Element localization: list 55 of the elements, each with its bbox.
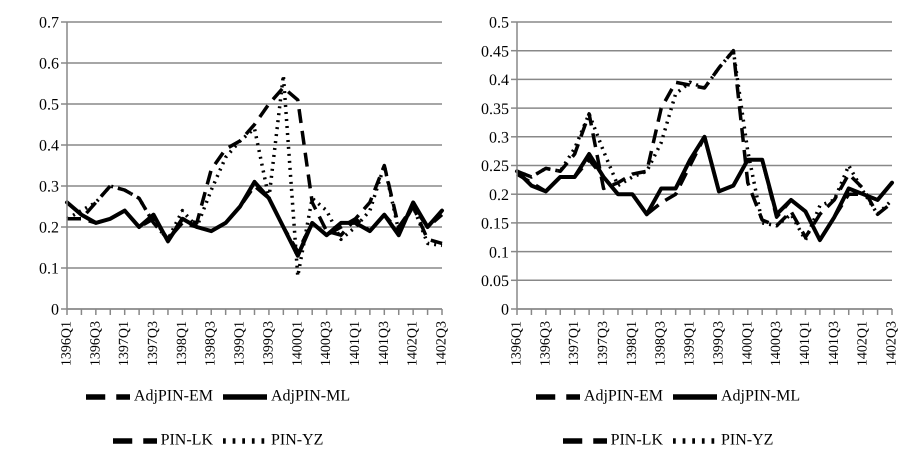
x-tick-label: 1397Q3 bbox=[146, 321, 162, 366]
y-tick-label: 0.3 bbox=[489, 129, 509, 146]
y-tick-label: 0.3 bbox=[39, 178, 59, 196]
legend-label: PIN-LK bbox=[610, 432, 663, 449]
x-tick-label: 1397Q1 bbox=[117, 321, 132, 366]
y-tick-label: 0.7 bbox=[39, 14, 59, 32]
y-tick-label: 0.25 bbox=[481, 158, 509, 176]
y-tick-label: 0.2 bbox=[489, 186, 509, 204]
x-tick-label: 1402Q1 bbox=[856, 321, 871, 366]
x-tick-label: 1402Q3 bbox=[434, 321, 450, 366]
x-tick-label: 1398Q3 bbox=[654, 321, 669, 366]
y-tick-label: 0.45 bbox=[481, 43, 509, 60]
x-tick-label: 1401Q1 bbox=[348, 321, 363, 366]
y-tick-label: 0.6 bbox=[39, 56, 59, 73]
x-tick-label: 1402Q3 bbox=[884, 321, 900, 366]
y-tick-label: 0.4 bbox=[39, 138, 59, 155]
x-tick-label: 1398Q3 bbox=[204, 321, 219, 366]
y-tick-label: 0.5 bbox=[39, 96, 59, 114]
x-tick-label: 1396Q3 bbox=[538, 321, 554, 366]
x-tick-label: 1398Q1 bbox=[174, 321, 190, 366]
x-tick-label: 1401Q3 bbox=[376, 321, 392, 366]
y-tick-label: 0.2 bbox=[39, 220, 59, 237]
y-tick-label: 0 bbox=[501, 302, 509, 319]
y-tick-label: 0.35 bbox=[481, 100, 509, 118]
x-tick-label: 1402Q1 bbox=[406, 321, 421, 366]
y-tick-label: 0 bbox=[51, 302, 59, 319]
x-tick-label: 1399Q3 bbox=[711, 321, 726, 366]
y-tick-label: 0.1 bbox=[489, 244, 509, 262]
x-tick-label: 1400Q1 bbox=[740, 321, 756, 366]
x-tick-label: 1396Q1 bbox=[510, 321, 524, 366]
y-tick-label: 0.4 bbox=[489, 72, 509, 90]
y-tick-label: 0.15 bbox=[481, 216, 509, 233]
x-tick-label: 1400Q1 bbox=[290, 321, 306, 366]
legend-label: AdjPIN-EM bbox=[584, 388, 663, 405]
x-tick-label: 1396Q3 bbox=[88, 321, 104, 366]
x-tick-label: 1401Q3 bbox=[826, 321, 842, 366]
legend-label: PIN-LK bbox=[160, 432, 213, 449]
y-tick-label: 0.5 bbox=[489, 14, 509, 32]
y-tick-label: 0.05 bbox=[481, 272, 509, 290]
legend-label: AdjPIN-EM bbox=[134, 388, 213, 405]
legend-label: PIN-YZ bbox=[271, 432, 324, 449]
x-tick-label: 1397Q3 bbox=[596, 321, 612, 366]
legend-label: PIN-YZ bbox=[721, 432, 774, 449]
x-tick-label: 1400Q3 bbox=[319, 321, 334, 366]
x-tick-label: 1401Q1 bbox=[798, 321, 813, 366]
legend-label: AdjPIN-ML bbox=[721, 388, 800, 405]
x-tick-label: 1400Q3 bbox=[769, 321, 784, 366]
y-tick-label: 0.1 bbox=[39, 260, 59, 278]
x-tick-label: 1399Q3 bbox=[261, 321, 276, 366]
x-tick-label: 1398Q1 bbox=[624, 321, 640, 366]
legend-label: AdjPIN-ML bbox=[271, 388, 350, 405]
x-tick-label: 1397Q1 bbox=[567, 321, 582, 366]
x-tick-label: 1399Q1 bbox=[682, 321, 698, 366]
x-tick-label: 1396Q1 bbox=[60, 321, 74, 366]
x-tick-label: 1399Q1 bbox=[232, 321, 248, 366]
